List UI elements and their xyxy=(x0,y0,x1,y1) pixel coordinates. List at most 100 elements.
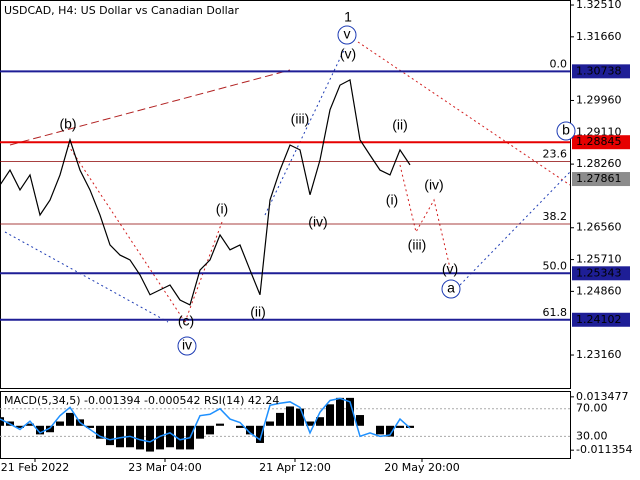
macd-bar xyxy=(136,425,144,450)
macd-bar xyxy=(56,421,64,426)
y2-tick-label: 70.00 xyxy=(576,402,608,415)
macd-bar xyxy=(36,425,44,435)
fib-label: 23.6 xyxy=(543,147,568,160)
price-label: 1.24102 xyxy=(576,313,622,326)
macd-bar xyxy=(86,425,94,428)
price-label-box xyxy=(572,266,630,281)
macd-bar xyxy=(46,425,54,433)
y-tick-label: 1.24860 xyxy=(576,284,622,297)
fib-label: 50.0 xyxy=(543,259,568,272)
wave-line xyxy=(264,47,346,216)
y-tick-label: 1.32510 xyxy=(576,0,622,11)
macd-bar xyxy=(396,425,404,428)
macd-bar xyxy=(106,425,114,446)
wave-label: (c) xyxy=(178,313,194,329)
main-frame xyxy=(0,0,571,389)
x-tick-label: 23 Mar 04:00 xyxy=(128,461,201,474)
macd-bar xyxy=(206,425,214,435)
wave-line xyxy=(67,144,186,323)
x-tick-label: 21 Apr 12:00 xyxy=(259,461,331,474)
price-label: 1.30738 xyxy=(576,64,622,77)
macd-bar xyxy=(316,417,324,426)
wave-label: v xyxy=(344,26,351,42)
y-tick-label: 1.26560 xyxy=(576,221,622,234)
wave-label: (i) xyxy=(386,192,398,208)
trend-line xyxy=(9,69,291,146)
macd-bar xyxy=(216,423,224,426)
macd-bar xyxy=(246,425,254,435)
indicator-title: MACD(5,34,5) -0.001394 -0.000542 RSI(14)… xyxy=(4,394,279,407)
price-line xyxy=(0,78,411,306)
macd-bar xyxy=(376,425,384,435)
price-label-box xyxy=(572,312,630,327)
wave-line xyxy=(4,231,169,323)
wave-label: 1 xyxy=(344,9,352,25)
macd-bar xyxy=(306,421,314,426)
wave-label: (v) xyxy=(442,261,458,277)
macd-bar xyxy=(236,425,244,428)
macd-bar xyxy=(116,425,124,448)
y-tick-label: 1.29960 xyxy=(576,93,622,106)
y-tick-label: 0.013477 xyxy=(576,390,629,403)
wave-label: (b) xyxy=(59,116,76,132)
wave-label: (i) xyxy=(216,201,228,217)
macd-bar xyxy=(146,425,154,452)
fib-label: 0.0 xyxy=(550,57,568,70)
y-tick-label: 1.28260 xyxy=(576,157,622,170)
macd-bar xyxy=(66,412,74,426)
macd-bar xyxy=(176,425,184,450)
wave-label: (iii) xyxy=(408,237,427,253)
wave-label: a xyxy=(447,280,455,296)
macd-bar xyxy=(196,425,204,439)
x-tick-label: 21 Feb 2022 xyxy=(1,461,69,474)
macd-bar xyxy=(256,425,264,443)
wave-circle xyxy=(441,279,461,299)
price-label: 1.27861 xyxy=(576,172,622,185)
price-label-box xyxy=(572,64,630,79)
price-label-box xyxy=(572,135,630,150)
wave-label: b xyxy=(562,122,570,138)
macd-bar xyxy=(266,421,274,426)
wave-projections xyxy=(4,41,571,323)
wave-label: (ii) xyxy=(392,117,408,133)
wave-line xyxy=(459,171,571,286)
wave-circle xyxy=(177,336,197,356)
macd-bar xyxy=(96,425,104,439)
price-label: 1.28845 xyxy=(576,135,622,148)
wave-label: (iii) xyxy=(291,111,310,127)
wave-label: (ii) xyxy=(250,304,266,320)
macd-bar xyxy=(336,397,344,426)
rsi-line xyxy=(0,397,411,443)
macd-bar xyxy=(166,425,174,448)
wave-label: (v) xyxy=(340,46,356,62)
fib-label: 61.8 xyxy=(543,306,568,319)
y2-tick-label: 30.00 xyxy=(576,429,608,442)
macd-bar xyxy=(286,406,294,426)
chart-title: USDCAD, H4: US Dollar vs Canadian Dollar xyxy=(4,4,239,17)
macd-bar xyxy=(0,417,4,426)
y-tick-label: 1.29110 xyxy=(576,125,622,138)
y-tick-label: 1.23160 xyxy=(576,348,622,361)
macd-bar xyxy=(356,415,364,426)
price-label: 1.25343 xyxy=(576,266,622,279)
wave-label: iv xyxy=(182,337,192,353)
macd-bar xyxy=(276,412,284,426)
y-tick-label: -0.011354 xyxy=(576,443,632,456)
wave-circle xyxy=(337,25,357,45)
y-tick-label: 1.31660 xyxy=(576,30,622,43)
y-tick-label: 1.25710 xyxy=(576,253,622,266)
macd-bar xyxy=(26,423,34,426)
macd-bar xyxy=(346,397,354,426)
wave-forecast xyxy=(399,164,451,269)
macd-bar xyxy=(326,404,334,426)
fib-label: 38.2 xyxy=(543,210,568,223)
wave-label: (iv) xyxy=(424,177,443,193)
macd-bar xyxy=(296,408,304,426)
macd-bar xyxy=(16,425,24,428)
price-label-box xyxy=(572,172,630,187)
macd-bar xyxy=(406,425,414,428)
wave-label: (iv) xyxy=(308,214,327,230)
wave-circle xyxy=(556,121,576,141)
